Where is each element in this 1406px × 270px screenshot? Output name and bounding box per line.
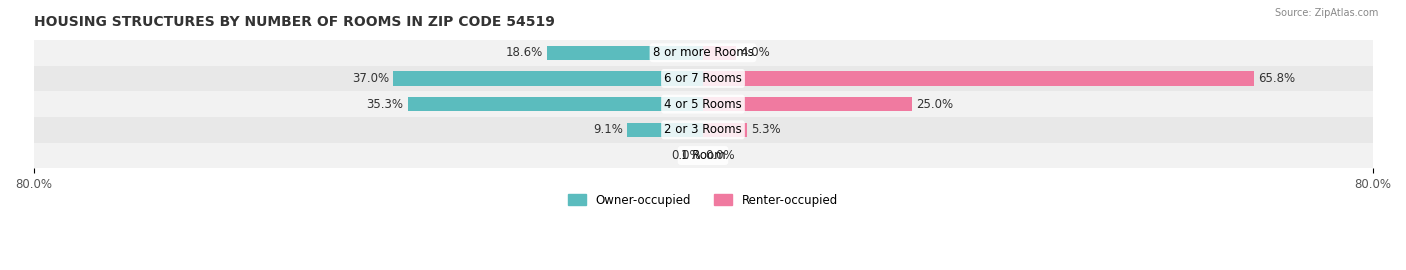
Bar (34, 143, 1372, 168)
Bar (408, 97, 703, 111)
Bar (34, 91, 1372, 117)
Text: 5.3%: 5.3% (752, 123, 782, 136)
Text: 9.1%: 9.1% (593, 123, 623, 136)
Bar (627, 123, 703, 137)
Text: 35.3%: 35.3% (367, 98, 404, 111)
Text: Source: ZipAtlas.com: Source: ZipAtlas.com (1274, 8, 1378, 18)
Text: 37.0%: 37.0% (352, 72, 389, 85)
Bar (703, 46, 737, 60)
Bar (394, 71, 703, 86)
Bar (547, 46, 703, 60)
Text: 25.0%: 25.0% (917, 98, 953, 111)
Bar (34, 40, 1372, 66)
Text: 0.0%: 0.0% (706, 149, 735, 162)
Text: 1 Room: 1 Room (681, 149, 725, 162)
Text: 18.6%: 18.6% (506, 46, 543, 59)
Text: 6 or 7 Rooms: 6 or 7 Rooms (664, 72, 742, 85)
Legend: Owner-occupied, Renter-occupied: Owner-occupied, Renter-occupied (564, 189, 842, 211)
Bar (34, 66, 1372, 91)
Bar (34, 117, 1372, 143)
Text: 2 or 3 Rooms: 2 or 3 Rooms (664, 123, 742, 136)
Bar (703, 71, 1254, 86)
Text: 4 or 5 Rooms: 4 or 5 Rooms (664, 98, 742, 111)
Text: 65.8%: 65.8% (1258, 72, 1295, 85)
Text: HOUSING STRUCTURES BY NUMBER OF ROOMS IN ZIP CODE 54519: HOUSING STRUCTURES BY NUMBER OF ROOMS IN… (34, 15, 554, 29)
Bar (703, 123, 748, 137)
Text: 0.0%: 0.0% (671, 149, 700, 162)
Text: 4.0%: 4.0% (741, 46, 770, 59)
Text: 8 or more Rooms: 8 or more Rooms (652, 46, 754, 59)
Bar (703, 97, 912, 111)
